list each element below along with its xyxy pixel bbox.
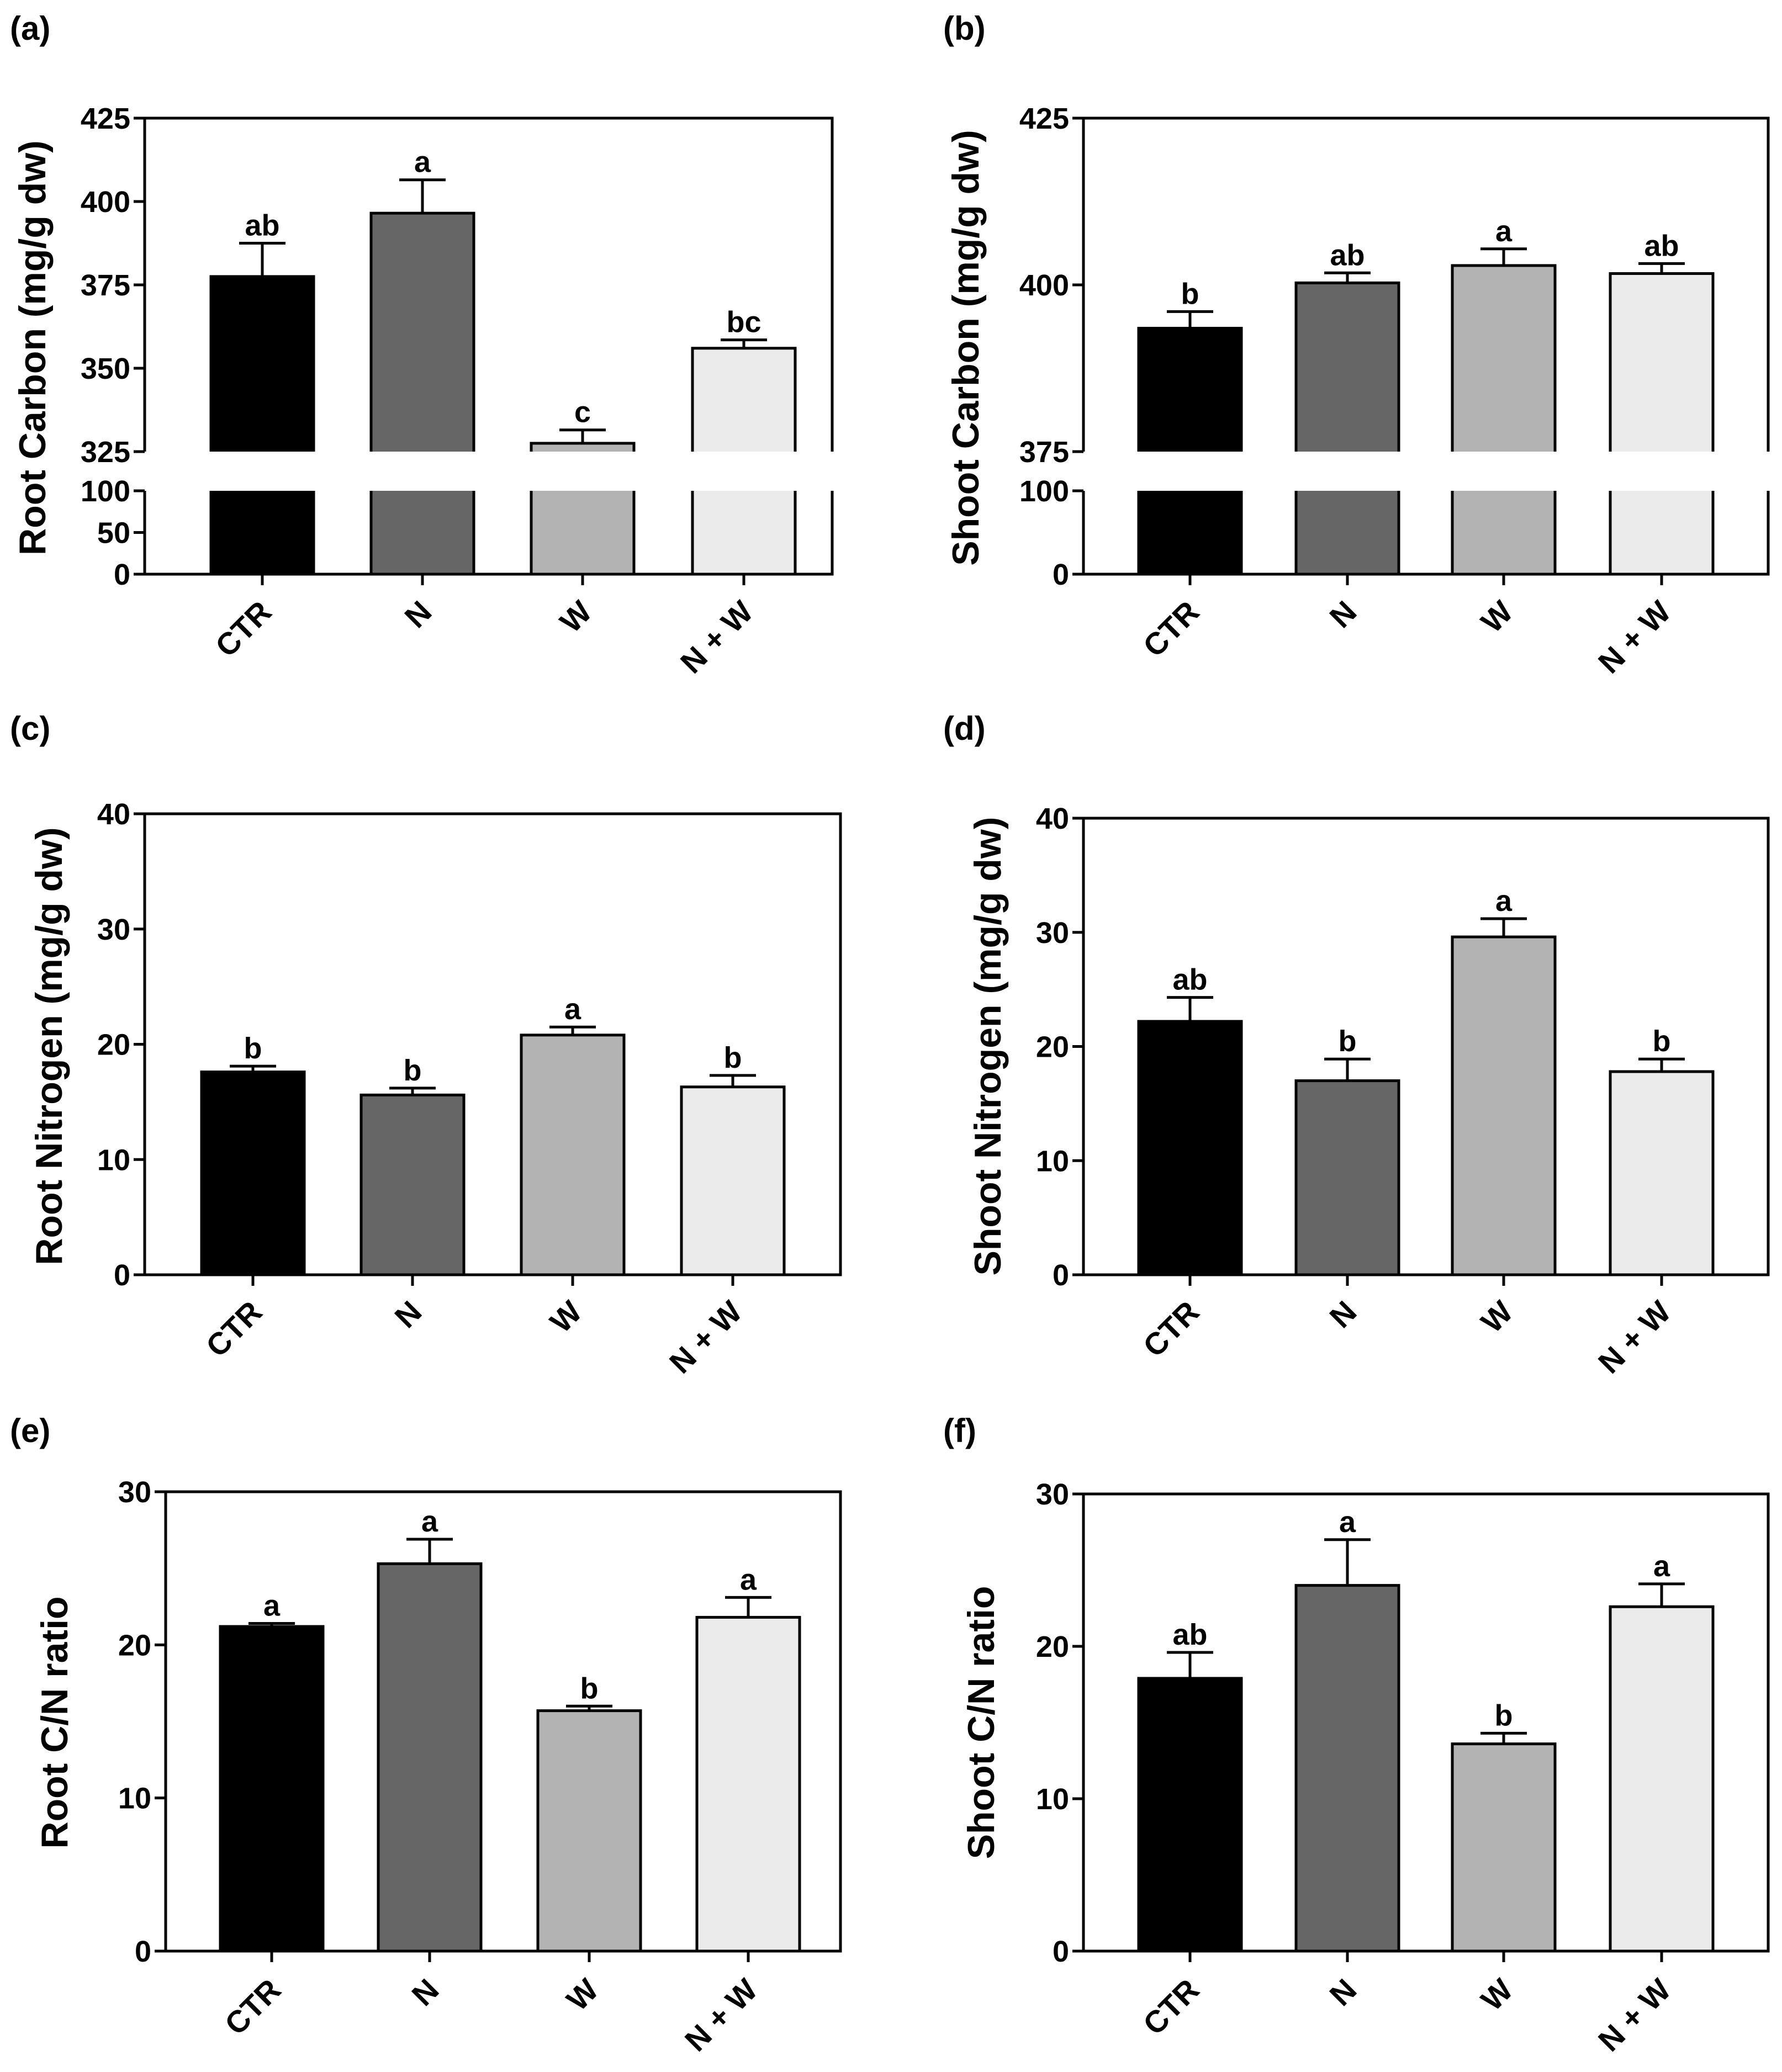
ytick-label-a-7: 100 [81, 475, 130, 508]
panel-label-b: (b) [943, 10, 986, 47]
ytick-label-a-1: 350 [81, 352, 130, 385]
ytick-label-d-3: 30 [1036, 916, 1069, 950]
ytick-label-e-3: 30 [118, 1476, 151, 1509]
significance-label-b-0: b [1181, 277, 1199, 310]
panel-label-a: (a) [10, 10, 50, 47]
ytick-label-f-1: 10 [1036, 1783, 1069, 1816]
bar-f-1 [1294, 1584, 1400, 1953]
significance-label-b-1: ab [1330, 239, 1365, 272]
bar-f-2 [1451, 1742, 1557, 1953]
significance-label-f-0: ab [1172, 1618, 1207, 1651]
bar-c-3 [680, 1085, 786, 1276]
ytick-label-d-1: 10 [1036, 1144, 1069, 1178]
ytick-label-b-4: 100 [1019, 475, 1069, 508]
bar-e-1 [377, 1562, 483, 1953]
bar-f-3 [1609, 1605, 1715, 1953]
significance-label-e-0: a [263, 1589, 281, 1623]
significance-label-f-2: b [1495, 1699, 1513, 1732]
ytick-label-c-4: 40 [97, 798, 130, 831]
significance-label-c-1: b [404, 1054, 422, 1087]
frame-lower-b [1082, 491, 1770, 576]
bar-f-0 [1137, 1677, 1243, 1953]
ytick-label-a-3: 400 [81, 186, 130, 219]
significance-label-b-3: ab [1644, 229, 1679, 262]
ytick-label-b-3: 0 [1053, 558, 1069, 591]
bar-e-2 [536, 1709, 642, 1953]
ytick-label-a-6: 50 [97, 517, 130, 550]
significance-label-e-1: a [421, 1505, 438, 1538]
ytick-label-a-2: 375 [81, 269, 130, 302]
bar-a-0 [209, 275, 315, 576]
bar-c-2 [520, 1034, 626, 1276]
panel-label-e: (e) [10, 1412, 50, 1449]
ytick-label-a-4: 425 [81, 102, 130, 135]
significance-label-c-2: a [564, 993, 581, 1026]
significance-label-e-2: b [580, 1672, 599, 1705]
ytick-label-b-0: 375 [1019, 436, 1069, 469]
bar-d-0 [1137, 1020, 1243, 1276]
ylabel-e: Root C/N ratio [34, 1596, 76, 1848]
ytick-label-e-2: 20 [118, 1629, 151, 1662]
ylabel-c: Root Nitrogen (mg/g dw) [28, 827, 70, 1265]
ytick-label-d-0: 0 [1053, 1259, 1069, 1292]
ytick-label-a-0: 325 [81, 436, 130, 469]
bar-d-2 [1451, 935, 1557, 1276]
axis-break-gap-b [1067, 452, 1774, 491]
ytick-label-e-1: 10 [118, 1782, 151, 1815]
significance-label-d-0: ab [1172, 963, 1207, 997]
ytick-label-b-1: 400 [1019, 269, 1069, 302]
bar-c-0 [200, 1071, 306, 1276]
ylabel-b: Shoot Carbon (mg/g dw) [945, 130, 987, 565]
frame-e [164, 1490, 842, 1953]
significance-label-e-3: a [740, 1563, 757, 1596]
significance-label-c-0: b [244, 1032, 262, 1065]
significance-label-b-2: a [1495, 215, 1513, 248]
ytick-label-c-0: 0 [114, 1259, 130, 1292]
significance-label-f-3: a [1653, 1550, 1670, 1583]
significance-label-f-1: a [1339, 1506, 1356, 1539]
ytick-label-c-2: 20 [97, 1029, 130, 1062]
ytick-label-f-2: 20 [1036, 1630, 1069, 1663]
frame-f [1082, 1492, 1770, 1953]
bar-e-0 [219, 1625, 325, 1953]
ytick-label-e-0: 0 [135, 1935, 151, 1968]
significance-label-d-1: b [1339, 1025, 1357, 1058]
ytick-label-d-2: 20 [1036, 1031, 1069, 1064]
panel-label-c: (c) [10, 710, 50, 747]
bar-d-1 [1294, 1079, 1400, 1276]
axis-break-gap-a [128, 452, 838, 491]
ytick-label-c-3: 30 [97, 913, 130, 946]
bar-b-2 [1451, 264, 1557, 576]
ytick-label-f-3: 30 [1036, 1478, 1069, 1511]
bar-b-3 [1609, 272, 1715, 576]
significance-label-c-3: b [724, 1041, 742, 1074]
ytick-label-a-5: 0 [114, 558, 130, 591]
ytick-label-d-4: 40 [1036, 802, 1069, 835]
significance-label-a-0: ab [245, 209, 279, 242]
significance-label-a-2: c [574, 396, 591, 429]
significance-label-a-3: bc [726, 306, 761, 339]
ylabel-f: Shoot C/N ratio [960, 1586, 1002, 1859]
panel-label-f: (f) [943, 1412, 976, 1449]
significance-label-a-1: a [414, 146, 431, 179]
significance-label-d-2: a [1495, 884, 1513, 918]
bar-d-3 [1609, 1070, 1715, 1276]
bar-c-1 [359, 1093, 466, 1276]
bar-b-1 [1294, 281, 1400, 576]
bar-a-1 [369, 211, 475, 576]
significance-label-d-3: b [1653, 1025, 1671, 1058]
ytick-label-b-2: 425 [1019, 102, 1069, 135]
ytick-label-c-1: 10 [97, 1143, 130, 1177]
ytick-label-f-0: 0 [1053, 1935, 1069, 1968]
bar-e-3 [695, 1615, 801, 1953]
bar-b-0 [1137, 327, 1243, 576]
ylabel-a: Root Carbon (mg/g dw) [12, 140, 54, 555]
panel-label-d: (d) [943, 710, 986, 747]
ylabel-d: Shoot Nitrogen (mg/g dw) [967, 817, 1009, 1276]
